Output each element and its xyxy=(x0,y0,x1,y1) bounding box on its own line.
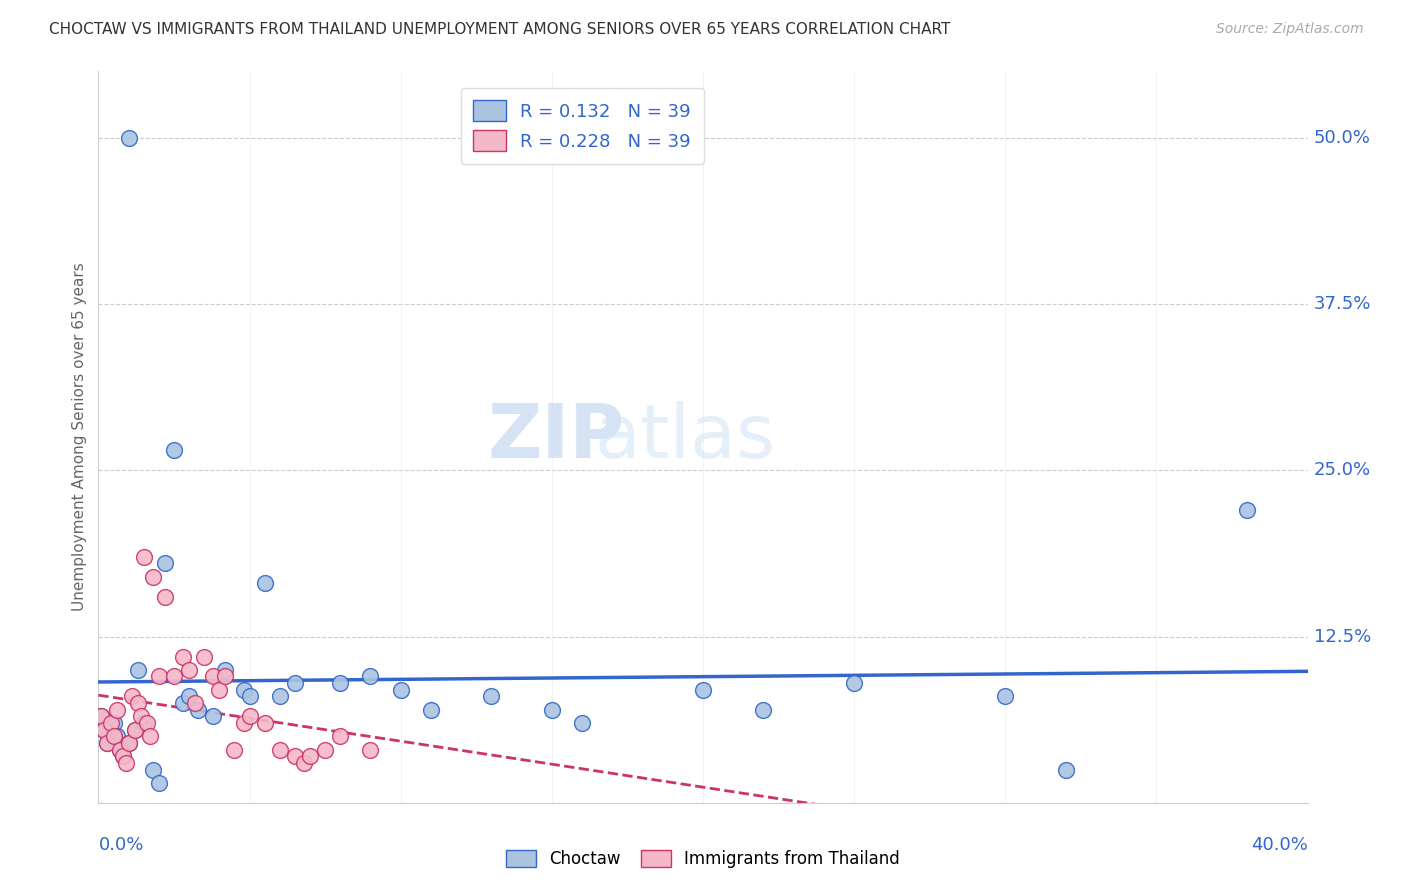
Point xyxy=(540,703,562,717)
Point xyxy=(232,716,254,731)
Point xyxy=(360,669,382,683)
Point xyxy=(105,729,128,743)
Text: ZIP: ZIP xyxy=(486,401,624,474)
Point xyxy=(193,649,215,664)
Point xyxy=(269,742,291,756)
Point xyxy=(329,729,352,743)
Point xyxy=(148,669,170,683)
Y-axis label: Unemployment Among Seniors over 65 years: Unemployment Among Seniors over 65 years xyxy=(72,263,87,611)
Point xyxy=(124,723,146,737)
Point xyxy=(111,749,134,764)
Point xyxy=(481,690,503,704)
Point xyxy=(292,756,315,770)
Point xyxy=(100,716,122,731)
Point xyxy=(93,723,115,737)
Point xyxy=(118,736,141,750)
Point xyxy=(214,669,236,683)
Point xyxy=(239,709,262,723)
Point xyxy=(90,709,112,723)
Legend: Choctaw, Immigrants from Thailand: Choctaw, Immigrants from Thailand xyxy=(499,843,907,875)
Point xyxy=(172,696,194,710)
Point xyxy=(187,703,209,717)
Point xyxy=(202,709,225,723)
Text: 37.5%: 37.5% xyxy=(1313,295,1371,313)
Point xyxy=(163,669,186,683)
Point xyxy=(172,649,194,664)
Point xyxy=(299,749,322,764)
Point xyxy=(105,703,128,717)
Point xyxy=(111,749,134,764)
Point xyxy=(284,676,307,690)
Point xyxy=(148,776,170,790)
Point xyxy=(994,690,1017,704)
Point xyxy=(114,756,136,770)
Point xyxy=(239,690,262,704)
Point xyxy=(269,690,291,704)
Point xyxy=(124,723,146,737)
Point xyxy=(108,742,131,756)
Text: CHOCTAW VS IMMIGRANTS FROM THAILAND UNEMPLOYMENT AMONG SENIORS OVER 65 YEARS COR: CHOCTAW VS IMMIGRANTS FROM THAILAND UNEM… xyxy=(49,22,950,37)
Point xyxy=(179,690,201,704)
Point xyxy=(202,669,225,683)
Point xyxy=(571,716,593,731)
Point xyxy=(208,682,231,697)
Point xyxy=(90,709,112,723)
Point xyxy=(253,576,276,591)
Point xyxy=(132,716,155,731)
Point xyxy=(214,663,236,677)
Point xyxy=(389,682,412,697)
Point xyxy=(127,663,149,677)
Point xyxy=(1236,503,1258,517)
Point xyxy=(844,676,866,690)
Point xyxy=(692,682,714,697)
Point xyxy=(284,749,307,764)
Point xyxy=(179,663,201,677)
Point xyxy=(96,736,118,750)
Text: atlas: atlas xyxy=(595,401,776,474)
Point xyxy=(135,716,157,731)
Text: 50.0%: 50.0% xyxy=(1313,128,1371,147)
Point xyxy=(93,723,115,737)
Point xyxy=(314,742,336,756)
Text: 0.0%: 0.0% xyxy=(98,836,143,854)
Point xyxy=(129,709,152,723)
Text: 25.0%: 25.0% xyxy=(1313,461,1371,479)
Point xyxy=(163,443,186,458)
Point xyxy=(132,549,155,564)
Point xyxy=(118,131,141,145)
Point xyxy=(108,742,131,756)
Point xyxy=(153,557,176,571)
Point xyxy=(329,676,352,690)
Point xyxy=(127,696,149,710)
Point xyxy=(103,729,125,743)
Text: 12.5%: 12.5% xyxy=(1313,628,1371,646)
Text: Source: ZipAtlas.com: Source: ZipAtlas.com xyxy=(1216,22,1364,37)
Point xyxy=(1054,763,1077,777)
Legend: R = 0.132   N = 39, R = 0.228   N = 39: R = 0.132 N = 39, R = 0.228 N = 39 xyxy=(461,87,703,164)
Point xyxy=(153,590,176,604)
Point xyxy=(224,742,246,756)
Text: 40.0%: 40.0% xyxy=(1251,836,1308,854)
Point xyxy=(232,682,254,697)
Point xyxy=(103,716,125,731)
Point xyxy=(139,729,162,743)
Point xyxy=(121,690,143,704)
Point xyxy=(420,703,443,717)
Point xyxy=(142,570,165,584)
Point xyxy=(253,716,276,731)
Point xyxy=(752,703,775,717)
Point xyxy=(142,763,165,777)
Point xyxy=(118,736,141,750)
Point xyxy=(184,696,207,710)
Point xyxy=(360,742,382,756)
Point xyxy=(96,736,118,750)
